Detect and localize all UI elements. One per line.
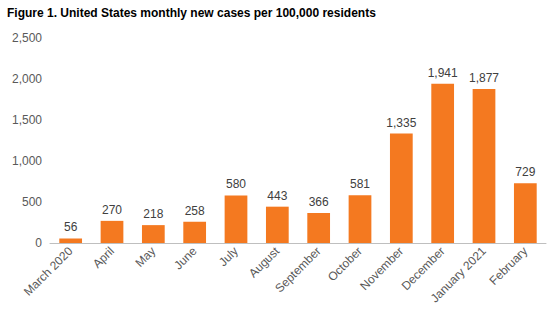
svg-text:500: 500	[22, 195, 42, 209]
svg-text:1,000: 1,000	[12, 154, 42, 168]
svg-text:1,877: 1,877	[469, 71, 499, 85]
svg-text:258: 258	[185, 204, 205, 218]
svg-text:November: November	[357, 244, 406, 293]
svg-text:218: 218	[143, 207, 163, 221]
svg-text:1,500: 1,500	[12, 113, 42, 127]
svg-text:2,500: 2,500	[12, 31, 42, 45]
svg-text:580: 580	[226, 177, 246, 191]
svg-text:June: June	[171, 244, 200, 273]
svg-text:366: 366	[309, 195, 329, 209]
svg-text:February: February	[486, 244, 530, 288]
svg-text:1,941: 1,941	[428, 66, 458, 80]
svg-text:January 2021: January 2021	[428, 244, 489, 305]
svg-text:56: 56	[64, 220, 78, 234]
svg-text:1,335: 1,335	[386, 116, 416, 130]
svg-text:Figure 1. United States monthl: Figure 1. United States monthly new case…	[7, 6, 376, 20]
svg-text:August: August	[246, 244, 283, 281]
svg-text:April: April	[90, 244, 117, 271]
svg-text:2,000: 2,000	[12, 72, 42, 86]
svg-text:October: October	[325, 244, 365, 284]
svg-text:581: 581	[350, 177, 370, 191]
svg-text:270: 270	[102, 203, 122, 217]
svg-text:December: December	[398, 244, 448, 294]
svg-text:July: July	[216, 244, 241, 269]
svg-text:March 2020: March 2020	[21, 244, 76, 299]
svg-text:September: September	[272, 244, 323, 295]
svg-text:443: 443	[267, 189, 287, 203]
svg-text:May: May	[132, 244, 158, 270]
svg-text:0: 0	[35, 236, 42, 250]
svg-text:729: 729	[515, 165, 535, 179]
